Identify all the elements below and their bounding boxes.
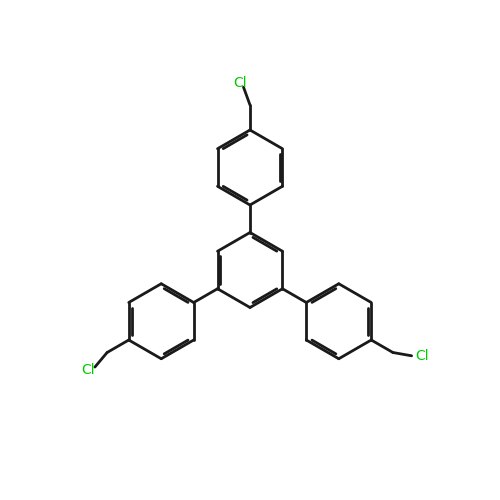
- Text: Cl: Cl: [81, 363, 94, 377]
- Text: Cl: Cl: [233, 76, 246, 90]
- Text: Cl: Cl: [416, 350, 430, 364]
